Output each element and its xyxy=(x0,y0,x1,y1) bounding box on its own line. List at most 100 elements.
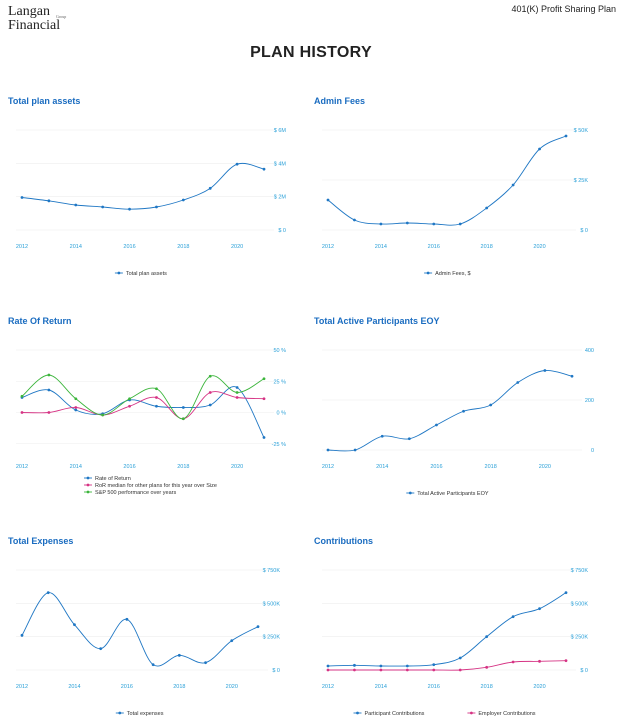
total-active-participants-chart: 0 200 400 2012 2014 2016 2018 2020 Total Active … xyxy=(322,348,594,497)
data-point xyxy=(101,205,105,209)
legend-marker xyxy=(470,711,473,715)
data-point xyxy=(47,373,51,377)
x-tick-label: 2014 xyxy=(68,684,80,690)
data-point xyxy=(74,203,78,207)
series-line xyxy=(328,660,567,671)
legend-label: Total expenses xyxy=(127,711,164,717)
data-point xyxy=(155,404,158,408)
x-tick-label: 2020 xyxy=(231,464,243,470)
x-tick-label: 2012 xyxy=(16,464,28,470)
y-tick-label: $ 50K xyxy=(574,128,589,134)
legend-marker xyxy=(426,271,430,275)
data-point xyxy=(181,198,185,202)
x-tick-label: 2016 xyxy=(430,464,442,470)
y-tick-label: $ 0 xyxy=(278,228,286,234)
data-point xyxy=(489,403,493,407)
rate-of-return-chart: -25 % 0 % 25 % 50 % 2012 2014 2016 2018 2020 Rate… xyxy=(16,348,287,496)
data-point xyxy=(101,413,105,417)
y-tick-label: $ 0 xyxy=(272,668,280,674)
data-point xyxy=(47,199,51,203)
data-point xyxy=(516,381,520,384)
data-point xyxy=(262,397,266,401)
data-point xyxy=(405,221,409,225)
data-point xyxy=(405,668,409,672)
plan-name: 401(K) Profit Sharing Plan xyxy=(511,4,616,14)
data-point xyxy=(353,218,356,222)
chart-title-contributions: Contributions xyxy=(314,536,373,546)
data-point xyxy=(379,668,383,672)
data-point xyxy=(155,396,158,399)
data-point xyxy=(570,374,574,378)
data-point xyxy=(128,397,131,401)
data-point xyxy=(458,656,462,660)
legend-label: Rate of Return xyxy=(95,476,131,482)
series-line xyxy=(21,592,259,667)
data-point xyxy=(235,162,239,166)
data-point xyxy=(262,377,266,381)
x-tick-label: 2020 xyxy=(533,684,545,690)
data-point xyxy=(538,607,541,611)
data-point xyxy=(151,663,155,667)
x-tick-label: 2018 xyxy=(177,464,189,470)
data-point xyxy=(235,396,239,399)
y-tick-label: $ 4M xyxy=(274,161,287,167)
y-tick-label: $ 25K xyxy=(574,178,589,184)
langan-financial-logo: Langan Group Financial xyxy=(8,4,66,32)
data-point xyxy=(435,423,438,427)
x-tick-label: 2018 xyxy=(481,684,493,690)
legend-marker xyxy=(86,490,90,494)
logo-line1: Langan xyxy=(8,4,50,19)
chart-title-total-expenses: Total Expenses xyxy=(8,536,74,546)
x-tick-label: 2018 xyxy=(177,244,189,250)
x-tick-label: 2020 xyxy=(539,464,551,470)
y-tick-label: 25 % xyxy=(273,379,286,385)
legend-marker xyxy=(356,711,359,715)
data-point xyxy=(181,406,185,409)
data-point xyxy=(432,663,436,667)
data-point xyxy=(20,394,24,398)
data-point xyxy=(230,639,234,643)
data-point xyxy=(47,388,51,392)
y-tick-label: $ 750K xyxy=(571,568,589,574)
x-tick-label: 2012 xyxy=(322,464,334,470)
x-tick-label: 2016 xyxy=(428,244,440,250)
data-point xyxy=(155,387,158,391)
data-point xyxy=(99,647,103,651)
x-tick-label: 2020 xyxy=(231,244,243,250)
y-tick-label: $ 500K xyxy=(571,601,589,607)
data-point xyxy=(458,668,462,672)
data-point xyxy=(407,437,411,441)
data-point xyxy=(46,591,50,595)
x-tick-label: 2014 xyxy=(70,244,82,250)
data-point xyxy=(73,623,76,627)
data-point xyxy=(208,374,212,378)
legend-label: S&P 500 performance over years xyxy=(95,490,176,496)
data-point xyxy=(208,403,212,407)
legend-marker xyxy=(86,476,90,480)
x-tick-label: 2018 xyxy=(173,684,185,690)
chart-title-rate-of-return: Rate Of Return xyxy=(8,316,72,326)
data-point xyxy=(20,633,24,637)
data-point xyxy=(128,207,131,211)
legend-marker xyxy=(86,483,90,487)
y-tick-label: $ 0 xyxy=(580,668,588,674)
y-tick-label: $ 250K xyxy=(571,635,589,641)
legend-label: Employer Contributions xyxy=(478,711,535,717)
data-point xyxy=(564,591,568,595)
data-point xyxy=(485,206,489,210)
chart-title-total-plan-assets: Total plan assets xyxy=(8,96,81,106)
data-point xyxy=(208,186,212,190)
logo-small: Group xyxy=(56,14,66,19)
y-tick-label: $ 2M xyxy=(274,195,287,201)
data-point xyxy=(564,659,568,663)
x-tick-label: 2018 xyxy=(485,464,497,470)
x-tick-label: 2014 xyxy=(376,464,388,470)
series-line xyxy=(21,374,265,420)
data-point xyxy=(125,617,129,621)
legend-label: Total Active Participants EOY xyxy=(417,491,489,497)
contributions-chart: $ 0 $ 250K $ 500K $ 750K 2012 2014 2016 2018 202… xyxy=(322,568,589,717)
y-tick-label: $ 0 xyxy=(580,228,588,234)
y-tick-label: 400 xyxy=(585,348,594,354)
y-tick-label: 0 % xyxy=(277,411,287,417)
data-point xyxy=(155,205,158,209)
